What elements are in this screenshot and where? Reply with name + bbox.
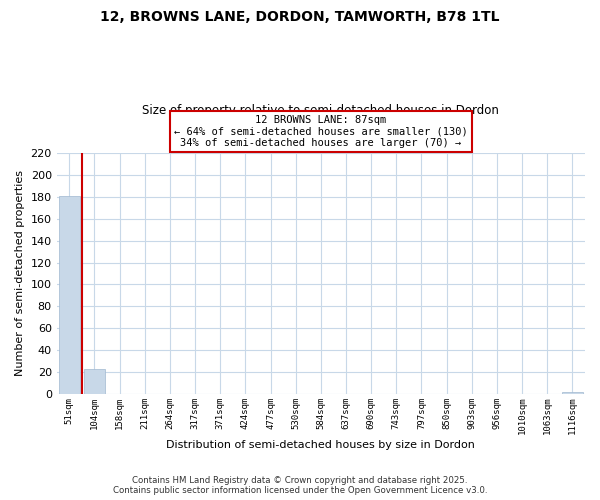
Bar [84,369,105,394]
Bar [59,196,80,394]
Text: 12, BROWNS LANE, DORDON, TAMWORTH, B78 1TL: 12, BROWNS LANE, DORDON, TAMWORTH, B78 1… [100,10,500,24]
Text: Contains HM Land Registry data © Crown copyright and database right 2025.
Contai: Contains HM Land Registry data © Crown c… [113,476,487,495]
Text: 12 BROWNS LANE: 87sqm
← 64% of semi-detached houses are smaller (130)
34% of sem: 12 BROWNS LANE: 87sqm ← 64% of semi-deta… [174,115,468,148]
Bar [562,392,583,394]
X-axis label: Distribution of semi-detached houses by size in Dordon: Distribution of semi-detached houses by … [166,440,475,450]
Title: Size of property relative to semi-detached houses in Dordon: Size of property relative to semi-detach… [142,104,499,117]
Y-axis label: Number of semi-detached properties: Number of semi-detached properties [15,170,25,376]
